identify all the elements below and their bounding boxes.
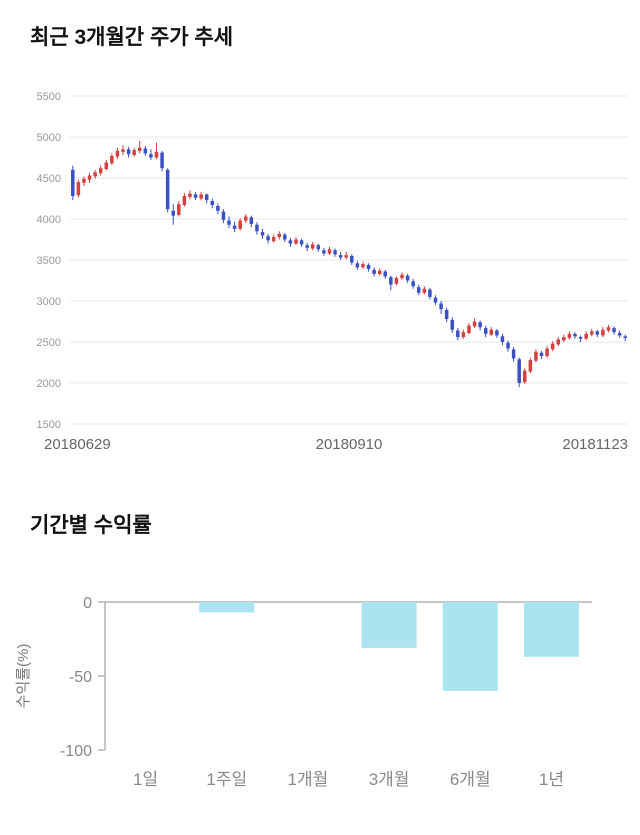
svg-text:20180629: 20180629 bbox=[44, 436, 111, 453]
svg-text:20180910: 20180910 bbox=[316, 436, 383, 453]
period-returns-bar-chart: 0 -50 -100 1일 1주일 1개월 3개월 6개월 1년 수익률(%) bbox=[0, 563, 640, 807]
svg-text:2500: 2500 bbox=[37, 337, 61, 349]
svg-text:1500: 1500 bbox=[37, 419, 61, 431]
stock-detail-page: 최근 3개월간 주가 추세 5500 5000 4500 4000 3500 3000 25… bbox=[0, 25, 640, 807]
svg-text:3개월: 3개월 bbox=[369, 770, 410, 789]
svg-text:-100: -100 bbox=[60, 743, 92, 760]
svg-text:20181123: 20181123 bbox=[562, 436, 628, 453]
svg-text:0: 0 bbox=[83, 595, 92, 612]
candlestick-chart-canvas: 5500 5000 4500 4000 3500 3000 2500 2000 1500 2018… bbox=[37, 91, 628, 453]
svg-text:5000: 5000 bbox=[37, 132, 61, 144]
svg-text:수익률(%): 수익률(%) bbox=[15, 644, 32, 709]
svg-text:3000: 3000 bbox=[37, 296, 61, 308]
svg-text:6개월: 6개월 bbox=[450, 770, 491, 789]
svg-text:4000: 4000 bbox=[37, 214, 61, 226]
returns-bar-chart-canvas: 0 -50 -100 1일 1주일 1개월 3개월 6개월 1년 수익률(%) bbox=[15, 595, 592, 789]
price-trend-title: 최근 3개월간 주가 추세 bbox=[30, 26, 234, 49]
period-returns-title: 기간별 수익률 bbox=[30, 514, 152, 538]
svg-text:1일: 1일 bbox=[133, 770, 158, 789]
svg-text:1개월: 1개월 bbox=[288, 770, 329, 789]
svg-text:4500: 4500 bbox=[37, 173, 61, 185]
svg-text:1년: 1년 bbox=[539, 770, 564, 789]
price-candlestick-chart: 5500 5000 4500 4000 3500 3000 2500 2000 1500 2018… bbox=[0, 78, 640, 453]
svg-text:2000: 2000 bbox=[37, 378, 61, 390]
svg-text:-50: -50 bbox=[69, 669, 92, 686]
svg-text:1주일: 1주일 bbox=[206, 770, 247, 789]
svg-text:5500: 5500 bbox=[37, 91, 61, 103]
svg-text:3500: 3500 bbox=[37, 255, 61, 267]
